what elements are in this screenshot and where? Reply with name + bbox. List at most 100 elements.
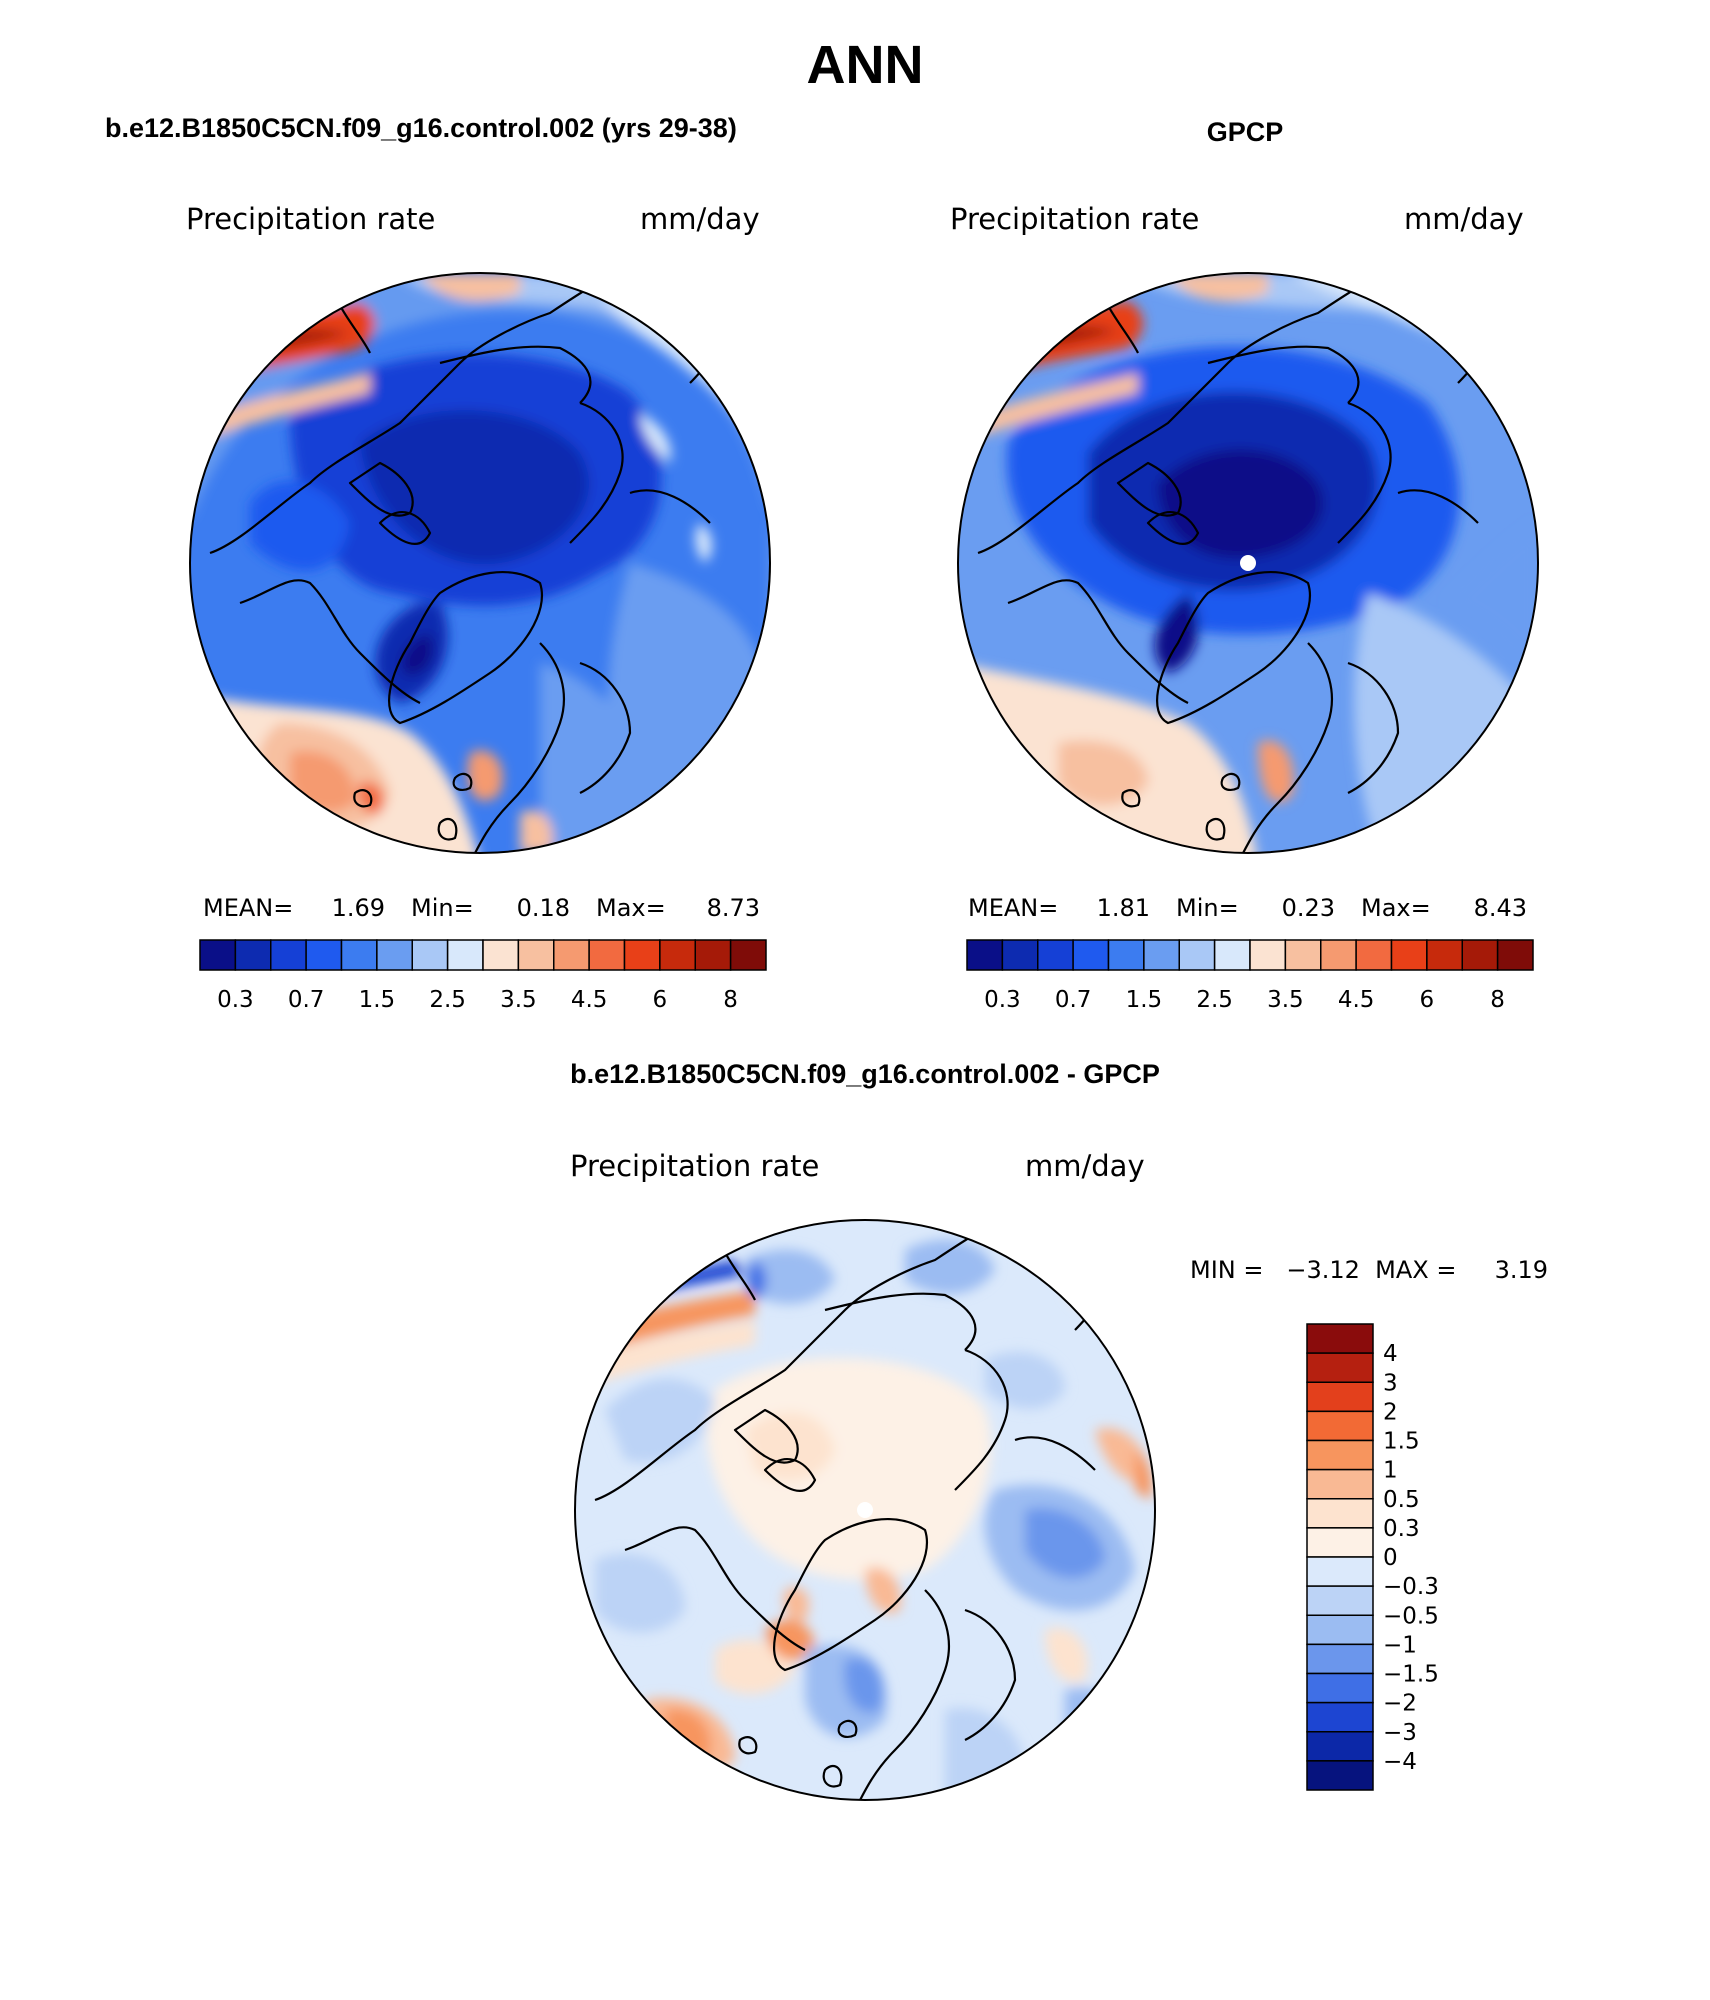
colorbar-swatch	[305, 939, 343, 971]
colorbar-tick-label: 1.5	[359, 987, 396, 1013]
colorbar-swatch	[270, 939, 307, 971]
svg-text:MEAN=: MEAN=	[203, 894, 293, 922]
colorbar-tick-label: 3	[1383, 1370, 1398, 1396]
colorbar-swatch	[1306, 1439, 1374, 1471]
colorbar-tick-label: 6	[653, 987, 668, 1013]
colorbar-swatch	[517, 939, 555, 971]
svg-text:0.18: 0.18	[517, 894, 570, 922]
colorbar-swatch	[1496, 939, 1534, 971]
diff-panel-title: b.e12.B1850C5CN.f09_g16.control.002 - GP…	[570, 1059, 1160, 1089]
svg-text:1.69: 1.69	[332, 894, 385, 922]
colorbar-gpcp: 0.3 0.7 1.5 2.5 3.5 4.5 6 8	[966, 939, 1534, 1013]
colorbar-tick-label: 1.5	[1383, 1429, 1420, 1455]
figure-title: ANN	[807, 35, 924, 95]
colorbar-tick-label: −1.5	[1383, 1662, 1439, 1688]
colorbar-tick-label: −2	[1383, 1691, 1417, 1717]
colorbar-tick-label: 8	[723, 987, 738, 1013]
colorbar-swatch	[376, 939, 413, 971]
panel-left-title: b.e12.B1850C5CN.f09_g16.control.002 (yrs…	[105, 113, 737, 143]
svg-text:Max=: Max=	[1361, 894, 1431, 922]
svg-text:1.81: 1.81	[1097, 894, 1150, 922]
colorbar-swatch	[966, 939, 1004, 971]
svg-text:MEAN=: MEAN=	[968, 894, 1058, 922]
colorbar-tick-label: 0.3	[1383, 1516, 1420, 1542]
colorbar-swatch	[1306, 1731, 1374, 1762]
colorbar-tick-label: −4	[1383, 1749, 1417, 1775]
colorbar-swatch	[1306, 1585, 1374, 1616]
colorbar-swatch	[1306, 1643, 1374, 1675]
colorbar-swatch	[1306, 1527, 1374, 1558]
north-pole-mask	[857, 1502, 873, 1518]
map-gpcp-annual	[957, 272, 1539, 854]
svg-text:8.43: 8.43	[1474, 894, 1527, 922]
colorbar-swatch	[1306, 1760, 1374, 1791]
colorbar-tick-label: 0.3	[984, 987, 1021, 1013]
colorbar-swatch	[446, 939, 484, 971]
colorbar-swatch	[1249, 939, 1287, 971]
panel-right-variable: Precipitation rate	[950, 202, 1199, 236]
diff-panel-variable: Precipitation rate	[570, 1149, 819, 1183]
colorbar-tick-label: −0.5	[1383, 1603, 1439, 1629]
colorbar-swatch	[1306, 1614, 1374, 1646]
colorbar-swatch	[1072, 939, 1110, 971]
colorbar-swatch	[1178, 939, 1216, 971]
colorbar-swatch	[588, 939, 626, 971]
colorbar-swatch	[411, 939, 449, 971]
colorbar-tick-label: 0	[1383, 1545, 1398, 1571]
colorbar-swatch	[1306, 1468, 1374, 1500]
colorbar-swatch	[729, 939, 767, 971]
colorbar-swatch	[1213, 939, 1251, 971]
colorbar-tick-label: 2.5	[429, 987, 466, 1013]
colorbar-tick-label: −0.3	[1383, 1574, 1439, 1600]
svg-text:0.23: 0.23	[1282, 894, 1335, 922]
colorbar-tick-label: −1	[1383, 1632, 1417, 1658]
colorbar-swatch	[1306, 1672, 1374, 1704]
colorbar-swatch	[1306, 1498, 1374, 1529]
panel-right-units: mm/day	[1404, 202, 1524, 236]
colorbar-swatch	[1306, 1701, 1374, 1733]
colorbar-swatch	[199, 939, 237, 971]
panel-left-variable: Precipitation rate	[186, 202, 435, 236]
colorbar-tick-label: 0.7	[288, 987, 325, 1013]
colorbar-swatch	[1461, 939, 1499, 971]
svg-text:Max=: Max=	[596, 894, 666, 922]
colorbar-swatch	[1001, 939, 1039, 971]
colorbar-swatch	[623, 939, 661, 971]
colorbar-tick-label: 0.7	[1055, 987, 1092, 1013]
diff-range-text: MIN = −3.12 MAX = 3.19	[1190, 1256, 1548, 1284]
colorbar-tick-label: −3	[1383, 1720, 1417, 1746]
colorbar-tick-label: 0.5	[1383, 1487, 1420, 1513]
colorbar-difference: 4 3 2 1.5 1 0.5 0.3 0 −0.3 −0.5 −1 −1.5 −2 −3 −4	[1306, 1323, 1439, 1791]
colorbar-tick-label: 0.3	[217, 987, 254, 1013]
svg-text:Min=: Min=	[411, 894, 474, 922]
colorbar-swatch	[1306, 1410, 1374, 1442]
colorbar-swatch	[1306, 1323, 1374, 1354]
svg-text:8.73: 8.73	[707, 894, 760, 922]
colorbar-tick-label: 8	[1490, 987, 1505, 1013]
colorbar-swatch	[659, 939, 696, 971]
panel-left-units: mm/day	[640, 202, 760, 236]
colorbar-tick-label: 3.5	[1267, 987, 1304, 1013]
colorbar-swatch	[1390, 939, 1428, 971]
map-model-annual	[189, 272, 771, 854]
colorbar-swatch	[1306, 1352, 1374, 1383]
colorbar-swatch	[1426, 939, 1463, 971]
panel-right-stats: MEAN= 1.81 Min= 0.23 Max= 8.43	[968, 894, 1527, 922]
colorbar-swatch	[482, 939, 520, 971]
colorbar-swatch	[340, 939, 378, 971]
colorbar-tick-label: 4.5	[571, 987, 608, 1013]
colorbar-swatch	[1037, 939, 1074, 971]
colorbar-tick-label: 4	[1383, 1341, 1398, 1367]
colorbar-swatch	[1107, 939, 1145, 971]
colorbar-tick-label: 2.5	[1196, 987, 1233, 1013]
colorbar-tick-label: 4.5	[1338, 987, 1375, 1013]
colorbar-tick-label: 3.5	[500, 987, 537, 1013]
colorbar-tick-label: 1.5	[1126, 987, 1163, 1013]
colorbar-swatch	[1355, 939, 1393, 971]
panel-right-title: GPCP	[1207, 117, 1284, 147]
colorbar-swatch	[1306, 1556, 1374, 1587]
colorbar-swatch	[694, 939, 732, 971]
north-pole-mask	[1240, 555, 1256, 571]
colorbar-tick-label: 1	[1383, 1458, 1398, 1484]
